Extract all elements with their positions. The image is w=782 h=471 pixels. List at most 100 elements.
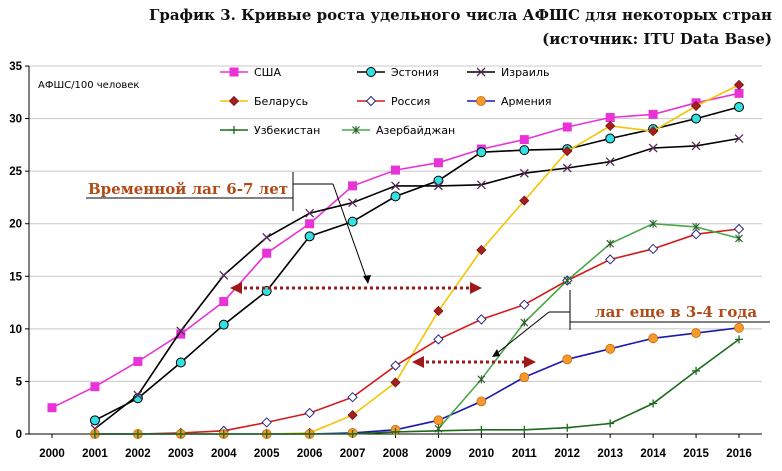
series-line xyxy=(94,327,740,435)
x-tick-label: 2002 xyxy=(125,448,151,460)
annotation-lag1-arrowhead xyxy=(363,275,371,284)
annotation-lag1: Временной лаг 6-7 лет xyxy=(88,180,288,198)
data-point xyxy=(219,297,229,307)
data-point xyxy=(734,322,744,333)
data-point xyxy=(262,232,272,242)
x-tick-label: 2015 xyxy=(683,448,709,460)
data-point xyxy=(391,181,400,191)
series-line xyxy=(266,84,740,435)
series-layer xyxy=(47,79,745,440)
legend-marker xyxy=(476,96,486,106)
legend-entry: Азербайджан xyxy=(342,124,455,137)
data-point xyxy=(647,243,659,255)
x-tick-label: 2016 xyxy=(726,448,752,460)
data-point xyxy=(691,328,701,338)
data-point xyxy=(89,415,100,426)
legend-marker xyxy=(366,67,376,77)
data-point xyxy=(606,419,615,428)
annotation-lag2: лаг еще в 3-4 года xyxy=(595,303,757,321)
data-point xyxy=(648,109,658,119)
data-point xyxy=(133,356,143,366)
data-point xyxy=(433,415,444,426)
series-2 xyxy=(90,134,744,434)
data-point xyxy=(133,390,143,400)
annotation-lag1-arrow xyxy=(332,183,368,281)
y-axis-label: АФШС/100 человек xyxy=(38,80,139,91)
axes: 0 5 10 15 20 25 30 35 2000 2001 2002 2003 2004 2005 20… xyxy=(9,61,762,460)
data-point xyxy=(648,333,659,344)
lag2-arrowhead-right xyxy=(524,356,536,368)
data-point xyxy=(734,88,744,98)
data-point xyxy=(605,120,616,131)
series-6 xyxy=(90,335,743,438)
y-tick-label: 35 xyxy=(9,61,22,73)
x-tick-label: 2014 xyxy=(640,448,666,460)
data-point xyxy=(520,425,529,434)
chart-subtitle: (источник: ITU Data Base) xyxy=(542,30,772,48)
series-3 xyxy=(261,79,745,440)
legend-entry: Россия xyxy=(357,95,430,108)
legend-entry: Узбекистан xyxy=(220,124,320,137)
x-tick-label: 2006 xyxy=(297,448,323,460)
data-point xyxy=(176,430,185,438)
x-tick-label: 2008 xyxy=(383,448,409,460)
data-point xyxy=(519,299,530,310)
data-point xyxy=(347,391,358,403)
data-point xyxy=(734,134,744,144)
annotations: Временной лаг 6-7 лет лаг еще в 3-4 года xyxy=(86,172,770,368)
legend: США Эстония Израиль Беларусь Россия Армения Уз… xyxy=(220,66,552,137)
data-point xyxy=(304,231,315,242)
data-point xyxy=(605,157,615,167)
data-point xyxy=(519,135,529,145)
data-point xyxy=(519,168,529,178)
series-7 xyxy=(434,219,743,433)
data-point xyxy=(520,318,529,327)
legend-label: США xyxy=(254,66,281,79)
legend-entry: Эстония xyxy=(357,66,439,79)
data-point xyxy=(433,158,443,168)
data-point xyxy=(433,305,444,317)
y-tick-label: 10 xyxy=(9,324,22,336)
series-5 xyxy=(90,322,744,439)
x-tick-label: 2001 xyxy=(82,448,108,460)
legend-label: Израиль xyxy=(501,66,549,79)
data-point xyxy=(305,430,314,438)
data-point xyxy=(692,222,700,231)
data-point xyxy=(735,335,743,344)
x-tick-label: 2005 xyxy=(254,448,280,460)
data-point xyxy=(692,366,701,375)
data-point xyxy=(218,319,229,330)
data-point xyxy=(691,141,701,151)
data-point xyxy=(476,244,487,256)
data-point xyxy=(391,165,400,175)
y-tick-label: 20 xyxy=(9,219,22,231)
data-point xyxy=(690,229,702,240)
data-point xyxy=(261,417,272,428)
legend-entry: Армения xyxy=(467,95,552,108)
legend-marker xyxy=(228,95,240,107)
chart-title: График 3. Кривые роста удельного числа А… xyxy=(149,6,772,24)
data-point xyxy=(519,372,530,383)
legend-marker xyxy=(365,95,377,107)
x-tick-label: 2011 xyxy=(512,448,538,460)
legend-label: Россия xyxy=(391,95,430,108)
legend-marker xyxy=(229,67,239,77)
data-point xyxy=(562,146,573,157)
series-line xyxy=(437,222,740,430)
x-tick-label: 2013 xyxy=(597,448,623,460)
series-line xyxy=(94,338,740,435)
data-point xyxy=(562,122,572,132)
lag1-arrowhead-left xyxy=(230,282,242,294)
x-tick-label: 2010 xyxy=(469,448,495,460)
data-point xyxy=(390,360,401,371)
data-point xyxy=(176,326,186,336)
annotation-lag2-arrow xyxy=(495,311,550,355)
x-tick-label: 2012 xyxy=(554,448,580,460)
data-point xyxy=(262,430,271,438)
data-point xyxy=(305,219,315,229)
x-tick-label: 2004 xyxy=(211,448,237,460)
data-point xyxy=(477,375,486,384)
data-point xyxy=(477,425,486,434)
data-point xyxy=(133,430,142,438)
